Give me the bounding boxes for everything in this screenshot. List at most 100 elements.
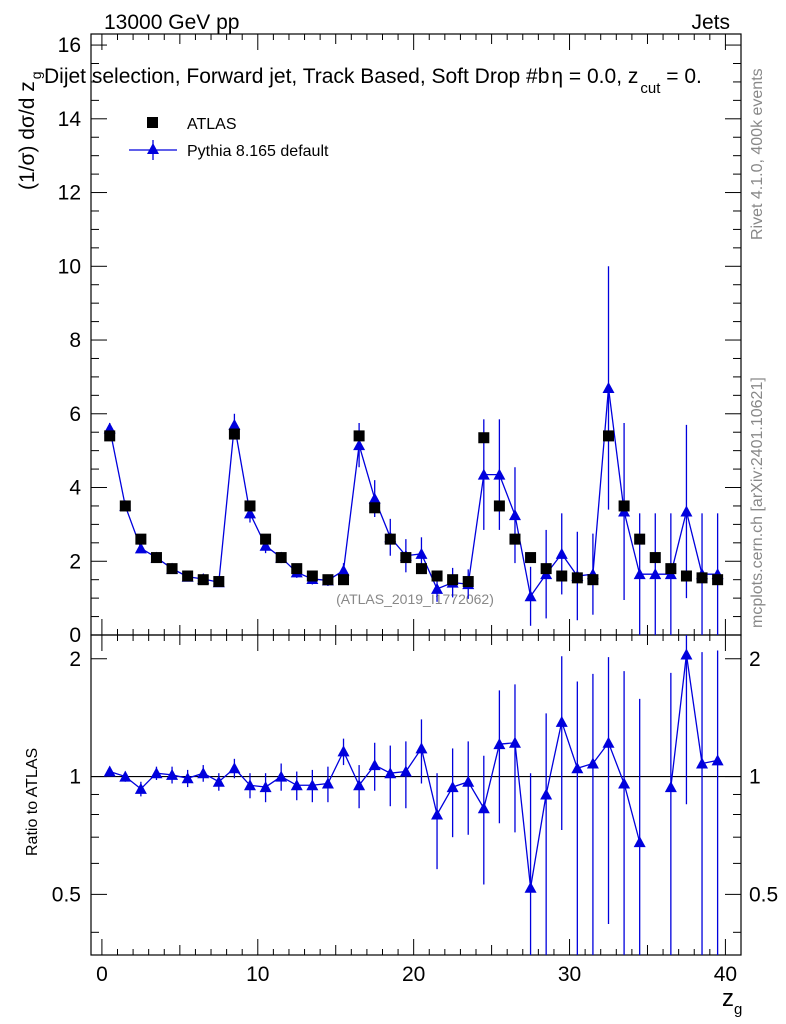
atlas-point (509, 533, 521, 545)
atlas-point (228, 428, 240, 440)
ratio-point (228, 762, 241, 774)
pythia-point (493, 468, 506, 480)
main-y-tick-label: 10 (58, 255, 81, 278)
atlas-point (213, 576, 225, 588)
ratio-point (618, 777, 631, 789)
main-y-tick-label: 2 (69, 550, 81, 573)
ratio-point (633, 836, 646, 848)
atlas-point (447, 574, 459, 586)
ratio-point (243, 779, 256, 791)
atlas-point (322, 574, 334, 586)
pythia-point (431, 582, 444, 594)
ratio-point (181, 772, 194, 784)
ratio-point (696, 757, 709, 769)
atlas-point (540, 563, 552, 575)
ratio-point (384, 767, 397, 779)
ratio-point (290, 779, 303, 791)
ratio-point (602, 736, 615, 748)
atlas-point (525, 552, 537, 564)
legend-mc-marker (147, 143, 159, 154)
atlas-point (665, 563, 677, 575)
ratio-point (664, 781, 677, 793)
pythia-point (524, 590, 537, 602)
atlas-point (119, 500, 131, 512)
ratio-y-tick-label: 1 (69, 766, 81, 789)
energy-label: 13000 GeV pp (104, 11, 239, 34)
ratio-panel-frame (90, 634, 742, 956)
main-series-layer (103, 266, 724, 635)
atlas-point (275, 552, 287, 564)
ratio-y-tick-label-right: 2 (749, 648, 761, 671)
ratio-point (321, 777, 334, 789)
ratio-point (197, 767, 210, 779)
ratio-point (571, 762, 584, 774)
ratio-point (508, 736, 521, 748)
ratio-point (306, 779, 319, 791)
y-axis-title: (1/σ) dσ/d z g (16, 71, 44, 190)
ratio-y-tick-label: 0.5 (52, 883, 81, 906)
ratio-point (103, 765, 116, 777)
pythia-line (109, 387, 718, 598)
plot-title-cut: cut (640, 80, 661, 97)
atlas-point (415, 563, 427, 575)
atlas-point (166, 563, 178, 575)
analysis-label: (ATLAS_2019_I1772062) (336, 591, 494, 607)
atlas-point (571, 572, 583, 584)
legend-data-marker (147, 117, 158, 128)
ratio-y-tick-label-right: 1 (749, 766, 761, 789)
x-tick-label: 20 (402, 963, 425, 986)
atlas-point (244, 500, 256, 512)
ratio-series-layer (103, 635, 724, 955)
x-axis-title-main: z (722, 985, 734, 1012)
atlas-point (338, 574, 350, 586)
atlas-point (712, 574, 724, 586)
x-tick-label: 40 (714, 963, 737, 986)
x-tick-label: 0 (96, 963, 108, 986)
x-axis-title-sub: g (734, 1001, 742, 1018)
atlas-point (150, 552, 162, 564)
ratio-point (399, 765, 412, 777)
ratio-point (353, 779, 366, 791)
ratio-point (212, 775, 225, 787)
atlas-point (649, 552, 661, 564)
atlas-point (369, 502, 381, 514)
ratio-point (368, 759, 381, 771)
ratio-point (150, 767, 163, 779)
pythia-point (555, 547, 568, 559)
ratio-point (337, 745, 350, 757)
atlas-point (260, 533, 272, 545)
ratio-point (119, 770, 132, 782)
atlas-point (603, 430, 615, 442)
x-tick-label: 30 (558, 963, 581, 986)
main-y-tick-label: 0 (69, 624, 81, 647)
main-y-tick-label: 8 (69, 329, 81, 352)
atlas-point (104, 430, 116, 442)
plot-title-eta: η = 0.0, z (551, 65, 638, 88)
main-y-tick-label: 14 (58, 108, 82, 131)
legend: ATLAS Pythia 8.165 default (129, 116, 329, 160)
ratio-point (586, 757, 599, 769)
pythia-point (228, 418, 241, 430)
ratio-point (555, 715, 568, 727)
ratio-point (431, 808, 444, 820)
x-axis-title: zg (722, 985, 742, 1018)
main-y-tick-label: 6 (69, 403, 81, 426)
pythia-point (633, 568, 646, 580)
pythia-point (602, 381, 615, 393)
atlas-point (493, 500, 505, 512)
pythia-point (649, 568, 662, 580)
ratio-point (462, 775, 475, 787)
ratio-y-tick-label: 2 (69, 648, 81, 671)
legend-mc-label: Pythia 8.165 default (187, 143, 329, 160)
atlas-point (306, 570, 318, 582)
pythia-point (134, 542, 147, 554)
ratio-point (415, 742, 428, 754)
pythia-point (353, 439, 366, 451)
ratio-point (524, 881, 537, 893)
atlas-point (291, 563, 303, 575)
ratio-point (134, 782, 147, 794)
main-y-tick-label: 12 (58, 182, 81, 205)
atlas-point (182, 570, 194, 582)
y-axis-title-sub: g (28, 71, 44, 79)
